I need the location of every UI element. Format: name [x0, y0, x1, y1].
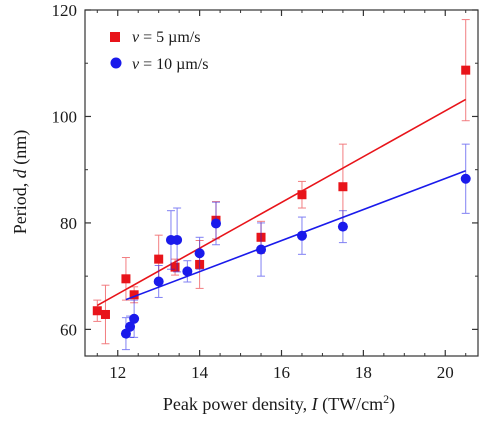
- data-point-circle: [256, 244, 267, 255]
- fit-line: [96, 98, 467, 307]
- data-point-square: [338, 182, 348, 192]
- data-point-circle: [153, 276, 164, 287]
- y-tick-label: 100: [52, 107, 78, 126]
- series-2: [120, 143, 471, 351]
- data-point-circle: [460, 173, 471, 184]
- data-point-square: [461, 65, 471, 75]
- plot-area: [92, 19, 471, 351]
- x-axis-label-unit: (TW/cm: [318, 394, 383, 415]
- x-tick-label: 14: [191, 363, 209, 382]
- x-axis-label-close: ): [389, 394, 395, 415]
- data-point-circle: [337, 221, 348, 232]
- x-tick-label: 12: [109, 363, 126, 382]
- legend-marker-circle: [110, 57, 122, 69]
- legend-label-series-1: v = 5 µm/s: [132, 29, 200, 46]
- x-tick-label: 16: [273, 363, 290, 382]
- x-axis-label: Peak power density, I (TW/cm2): [163, 392, 395, 415]
- x-axis-label-sup: 2: [383, 392, 389, 406]
- fit-line: [125, 170, 467, 301]
- axes: 12 14 16 18 20 60 80 100 120: [52, 1, 478, 382]
- data-point-circle: [211, 218, 221, 229]
- y-axis-label-unit: (nm): [10, 130, 31, 170]
- data-point-circle: [172, 234, 183, 245]
- y-axis-label-pre: Period,: [10, 178, 30, 234]
- x-axis-label-pre: Peak power density,: [163, 394, 312, 414]
- data-point-square: [100, 309, 110, 319]
- legend: v = 5 µm/s v = 10 µm/s: [110, 29, 208, 73]
- legend-item-series-1: v = 5 µm/s: [110, 29, 200, 46]
- y-tick-label: 80: [60, 214, 77, 233]
- y-axis-label: Period, d (nm): [10, 130, 31, 235]
- legend-item-series-2: v = 10 µm/s: [110, 56, 208, 73]
- x-tick-label: 18: [355, 363, 372, 382]
- legend-label-series-2: v = 10 µm/s: [132, 56, 208, 73]
- legend-series-2-rest: = 10 µm/s: [139, 56, 208, 73]
- data-point-square: [170, 262, 180, 272]
- data-point-circle: [125, 321, 136, 332]
- x-tick-label: 20: [437, 363, 454, 382]
- data-point-square: [297, 190, 307, 200]
- y-tick-label: 60: [60, 320, 77, 339]
- y-tick-label: 120: [52, 1, 78, 20]
- y-axis-label-var: d: [10, 168, 30, 178]
- legend-series-1-var: v: [132, 29, 140, 46]
- data-point-square: [121, 274, 131, 284]
- data-point-circle: [182, 266, 193, 277]
- legend-series-2-var: v: [132, 56, 140, 73]
- data-point-square: [154, 254, 164, 264]
- data-point-circle: [296, 230, 307, 241]
- x-axis-label-var: I: [311, 394, 319, 414]
- legend-series-1-rest: = 5 µm/s: [139, 29, 200, 46]
- data-point-square: [92, 306, 102, 316]
- data-point-circle: [194, 248, 205, 259]
- data-point-square: [129, 290, 139, 300]
- data-point-circle: [129, 313, 140, 324]
- legend-marker-square: [110, 32, 120, 42]
